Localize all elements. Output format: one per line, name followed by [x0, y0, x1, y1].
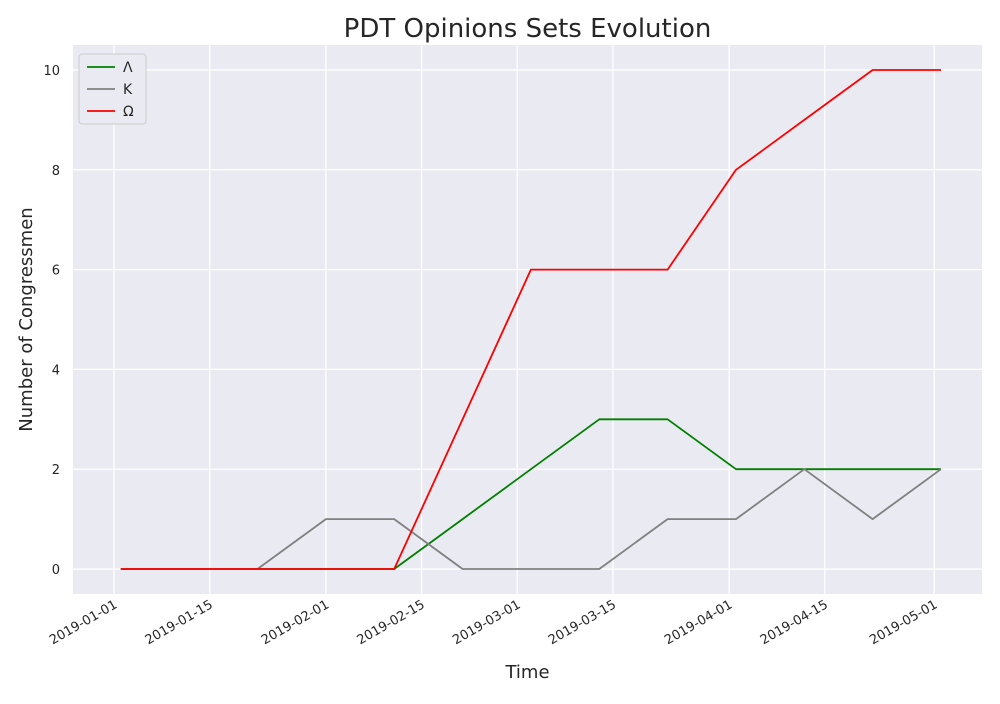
legend-label: Ω: [123, 104, 134, 120]
x-tick-label: 2019-04-15: [758, 597, 831, 648]
y-axis-label: Number of Congressmen: [16, 207, 37, 431]
y-tick-labels: 0 2 4 6 8 10: [43, 64, 60, 578]
y-tick-label: 2: [52, 463, 60, 478]
legend-label: Λ: [123, 60, 133, 76]
y-tick-label: 8: [52, 164, 60, 179]
x-tick-label: 2019-04-01: [662, 597, 735, 648]
x-tick-label: 2019-03-15: [546, 597, 619, 648]
x-tick-label: 2019-01-15: [143, 597, 216, 648]
series-line-2: [120, 69, 941, 570]
y-tick-label: 6: [52, 264, 60, 279]
series-lines: [120, 69, 942, 570]
legend-label: K: [123, 82, 133, 98]
x-axis-label: Time: [504, 662, 549, 683]
y-tick-label: 10: [43, 64, 60, 79]
y-tick-label: 4: [52, 363, 60, 378]
x-tick-label: 2019-02-01: [259, 597, 332, 648]
chart-title: PDT Opinions Sets Evolution: [344, 14, 712, 44]
x-tick-label: 2019-05-01: [867, 597, 940, 648]
plot-area: [73, 45, 982, 594]
x-tick-label: 2019-02-15: [355, 597, 428, 648]
y-tick-label: 0: [52, 563, 60, 578]
x-tick-label: 2019-01-01: [47, 597, 120, 648]
legend: ΛKΩ: [78, 53, 147, 125]
x-tick-label: 2019-03-01: [450, 597, 523, 648]
x-tick-labels: 2019-01-01 2019-01-15 2019-02-01 2019-02-15…: [47, 597, 940, 648]
